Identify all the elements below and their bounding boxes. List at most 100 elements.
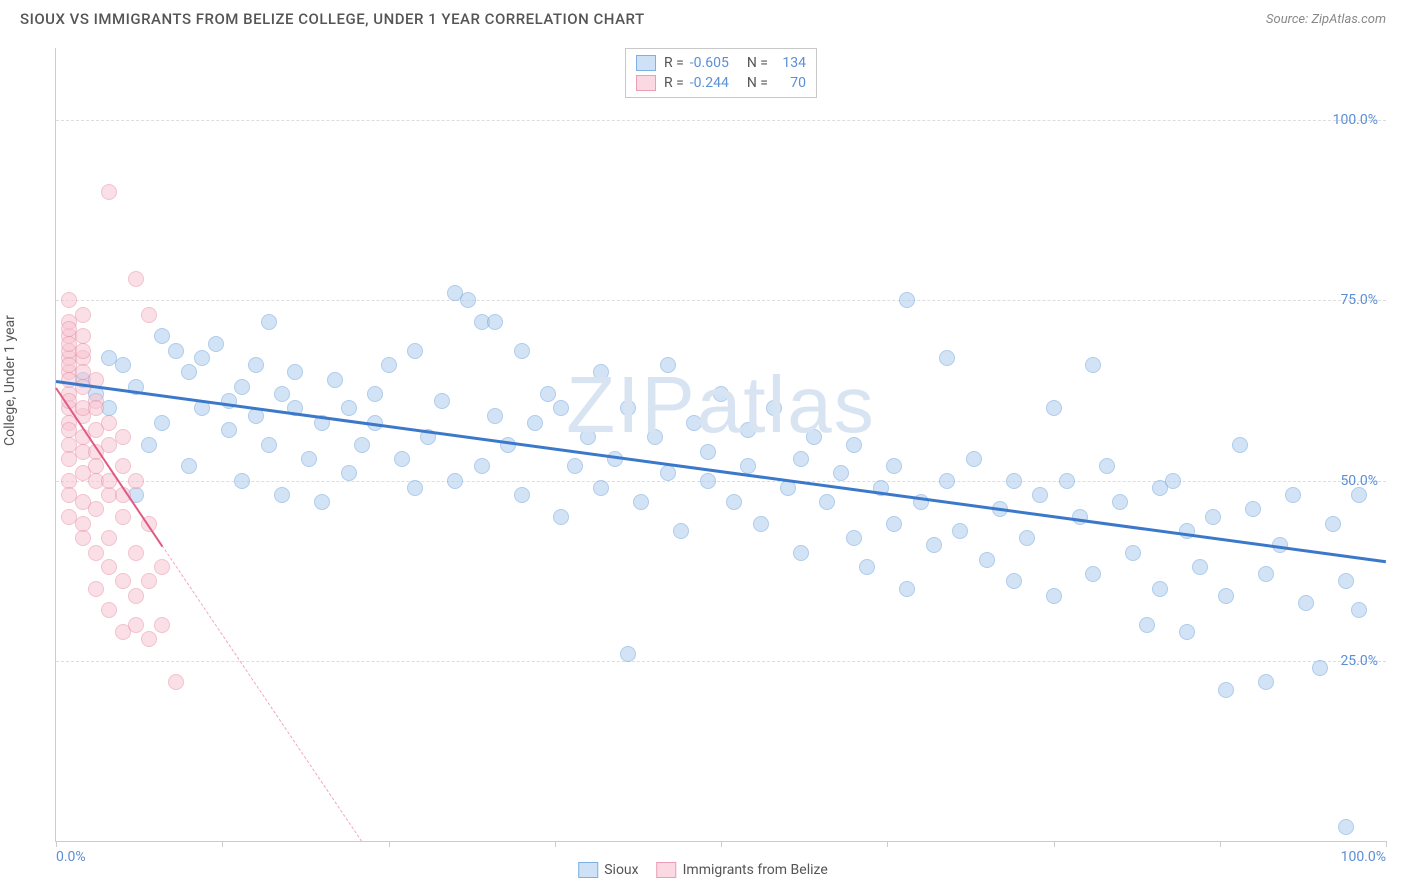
stat-value: -0.605: [690, 55, 729, 71]
data-point: [154, 328, 170, 344]
data-point: [886, 458, 902, 474]
data-point: [939, 350, 955, 366]
data-point: [514, 487, 530, 503]
series-legend: Sioux Immigrants from Belize: [578, 862, 828, 878]
data-point: [128, 617, 144, 633]
data-point: [1112, 494, 1128, 510]
data-point: [819, 494, 835, 510]
data-point: [75, 530, 91, 546]
data-point: [168, 674, 184, 690]
data-point: [1006, 573, 1022, 589]
x-tick: [222, 841, 223, 847]
data-point: [115, 509, 131, 525]
data-point: [952, 523, 968, 539]
data-point: [407, 343, 423, 359]
data-point: [354, 437, 370, 453]
data-point: [1165, 473, 1181, 489]
data-point: [115, 357, 131, 373]
gridline: [56, 300, 1386, 301]
data-point: [154, 617, 170, 633]
data-point: [234, 379, 250, 395]
data-point: [1006, 473, 1022, 489]
data-point: [141, 573, 157, 589]
data-point: [660, 357, 676, 373]
data-point: [274, 487, 290, 503]
data-point: [633, 494, 649, 510]
x-tick: [721, 841, 722, 847]
data-point: [474, 458, 490, 474]
data-point: [115, 429, 131, 445]
data-point: [527, 415, 543, 431]
data-point: [88, 501, 104, 517]
data-point: [806, 429, 822, 445]
data-point: [101, 184, 117, 200]
stat-label: R =: [664, 55, 684, 71]
data-point: [101, 415, 117, 431]
gridline: [56, 120, 1386, 121]
data-point: [301, 451, 317, 467]
data-point: [434, 393, 450, 409]
data-point: [1338, 573, 1354, 589]
watermark: ZIPatlas: [566, 359, 875, 451]
legend-label: Immigrants from Belize: [683, 862, 828, 878]
x-tick: [887, 841, 888, 847]
data-point: [168, 343, 184, 359]
data-point: [115, 573, 131, 589]
data-point: [1046, 400, 1062, 416]
legend-item-sioux: Sioux: [578, 862, 638, 878]
data-point: [1351, 487, 1367, 503]
data-point: [580, 429, 596, 445]
data-point: [61, 292, 77, 308]
data-point: [287, 364, 303, 380]
scatter-plot-area: ZIPatlas R = -0.605N = 134R = -0.244N = …: [55, 48, 1386, 842]
data-point: [327, 372, 343, 388]
data-point: [1285, 487, 1301, 503]
data-point: [141, 437, 157, 453]
data-point: [128, 545, 144, 561]
x-tick: [1386, 841, 1387, 847]
legend-item-belize: Immigrants from Belize: [657, 862, 828, 878]
legend-stat-row: R = -0.244N = 70: [636, 73, 806, 93]
data-point: [939, 473, 955, 489]
data-point: [1205, 509, 1221, 525]
data-point: [314, 494, 330, 510]
data-point: [713, 386, 729, 402]
stat-label: N =: [747, 75, 768, 91]
data-point: [1218, 588, 1234, 604]
data-point: [846, 437, 862, 453]
data-point: [181, 364, 197, 380]
data-point: [141, 307, 157, 323]
data-point: [593, 364, 609, 380]
gridline: [56, 661, 1386, 662]
legend-label: Sioux: [604, 862, 638, 878]
y-axis-label: College, Under 1 year: [2, 315, 18, 446]
data-point: [1125, 545, 1141, 561]
data-point: [700, 473, 716, 489]
data-point: [899, 581, 915, 597]
data-point: [686, 415, 702, 431]
data-point: [248, 357, 264, 373]
swatch-icon: [657, 862, 677, 878]
data-point: [1099, 458, 1115, 474]
stat-label: N =: [747, 55, 768, 71]
data-point: [1046, 588, 1062, 604]
data-point: [1085, 566, 1101, 582]
data-point: [766, 400, 782, 416]
data-point: [1245, 501, 1261, 517]
data-point: [407, 480, 423, 496]
trend-line: [162, 546, 362, 842]
data-point: [341, 400, 357, 416]
swatch-icon: [636, 55, 656, 71]
data-point: [859, 559, 875, 575]
data-point: [846, 530, 862, 546]
stat-value: -0.244: [690, 75, 729, 91]
legend-stat-row: R = -0.605N = 134: [636, 53, 806, 73]
data-point: [1218, 682, 1234, 698]
data-point: [447, 473, 463, 489]
x-tick: [1220, 841, 1221, 847]
source-attribution: Source: ZipAtlas.com: [1266, 12, 1386, 27]
data-point: [620, 646, 636, 662]
data-point: [1351, 602, 1367, 618]
data-point: [394, 451, 410, 467]
data-point: [899, 292, 915, 308]
